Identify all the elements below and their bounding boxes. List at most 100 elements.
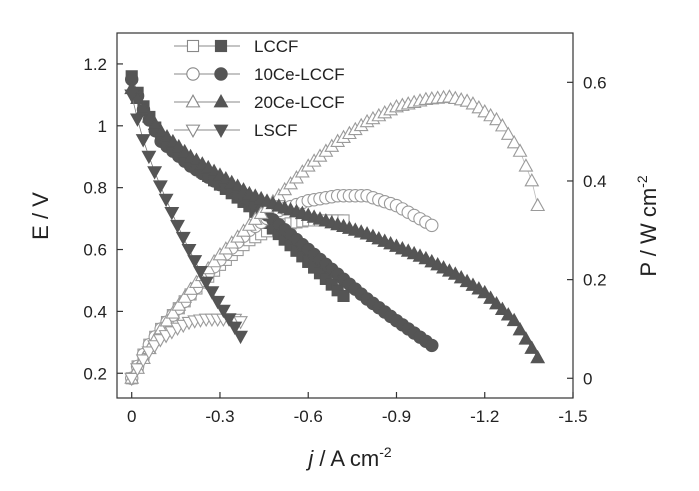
lscf-voltage-point xyxy=(141,150,157,165)
20ce-lccf-power-point xyxy=(500,126,516,140)
20ce-lccf-power-point xyxy=(530,197,546,212)
legend-open-marker xyxy=(185,94,201,108)
y-right-tick-label: 0 xyxy=(583,369,592,388)
y-right-axis-title-sup: -2 xyxy=(634,175,650,188)
lscf-voltage-point xyxy=(158,193,174,208)
20ce-lccf-power-point xyxy=(494,118,510,132)
lscf-voltage-point xyxy=(204,286,220,300)
x-axis-title-text: / A cm xyxy=(313,446,379,471)
legend-filled-marker xyxy=(214,39,228,53)
20ce-lccf-power-point xyxy=(183,281,198,295)
legend-open-marker xyxy=(185,124,201,138)
lscf-voltage-point xyxy=(198,276,214,290)
lscf-voltage-point xyxy=(233,330,248,345)
y-left-tick-label: 1 xyxy=(98,117,107,136)
legend-label: 20Ce-LCCF xyxy=(254,93,345,112)
x-axis-title-sup: -2 xyxy=(379,444,392,460)
y-right-tick-label: 0.2 xyxy=(583,271,607,290)
10ce-lccf-power-point xyxy=(425,218,439,233)
20ce-lccf-voltage-point xyxy=(141,109,157,123)
x-tick-label: 0 xyxy=(127,407,136,426)
series-lscf xyxy=(124,89,248,387)
lscf-voltage-point xyxy=(175,231,191,246)
y-right-tick-label: 0.4 xyxy=(583,172,607,191)
y-right-axis-title: P / W cm-2 xyxy=(634,175,661,276)
legend-open-marker xyxy=(186,67,200,81)
ticks: 0 -0.3 -0.6 -0.9 -1.2 -1.5 0.2 0.4 0.6 0.8 1 1.2 0 0.… xyxy=(83,55,606,426)
20ce-lccf-voltage-point xyxy=(524,340,540,354)
20ce-lccf-power-point xyxy=(506,134,522,149)
20ce-lccf-voltage-point xyxy=(477,284,493,299)
legend-label: LSCF xyxy=(254,121,297,140)
x-tick-label: -1.5 xyxy=(558,407,587,426)
20ce-lccf-voltage-point xyxy=(530,349,546,364)
20ce-lccf-voltage-point xyxy=(500,307,516,321)
20ce-lccf-power-point xyxy=(524,173,540,187)
plot-frame xyxy=(116,32,574,399)
y-left-tick-label: 0.2 xyxy=(83,364,107,383)
20ce-lccf-voltage-point xyxy=(147,116,163,130)
lscf-power-point xyxy=(147,340,163,354)
lscf-power-point xyxy=(124,372,140,387)
x-axis-title-italic: j xyxy=(305,446,314,471)
lscf-voltage-point xyxy=(152,180,168,194)
x-tick-label: -0.6 xyxy=(294,407,323,426)
lscf-voltage-point xyxy=(227,321,243,336)
20ce-lccf-power-point xyxy=(177,289,193,303)
y-left-tick-label: 0.8 xyxy=(83,179,107,198)
x-tick-label: -1.2 xyxy=(470,407,499,426)
lscf-voltage-point xyxy=(187,255,203,269)
legend-item-lscf: LSCF xyxy=(174,121,297,140)
y-right-axis-title-text: P / W cm xyxy=(636,188,661,277)
lscf-voltage-point xyxy=(124,89,140,103)
20ce-lccf-power-point xyxy=(489,111,504,126)
legend-item-10ce-lccf: 10Ce-LCCF xyxy=(174,65,345,84)
legend-item-20ce-lccf: 20Ce-LCCF xyxy=(174,93,345,112)
20ce-lccf-power-point xyxy=(165,305,181,319)
y-left-tick-label: 1.2 xyxy=(83,55,107,74)
10ce-lccf-voltage-point xyxy=(425,338,439,353)
lscf-voltage-point xyxy=(170,219,185,234)
lccf-voltage-point xyxy=(337,289,350,302)
lscf-voltage-point xyxy=(193,265,208,280)
20ce-lccf-power-point xyxy=(159,313,175,327)
legend-filled-marker xyxy=(213,124,229,138)
lscf-voltage-point xyxy=(135,134,151,148)
x-tick-label: -0.3 xyxy=(205,407,234,426)
lscf-voltage-point xyxy=(210,295,226,310)
20ce-lccf-voltage-point xyxy=(489,296,504,310)
lscf-voltage-point xyxy=(181,243,197,258)
legend-item-lccf: LCCF xyxy=(174,37,298,56)
y-left-tick-label: 0.4 xyxy=(83,302,107,321)
lscf-power-point xyxy=(135,354,151,368)
series-layer xyxy=(124,70,546,387)
20ce-lccf-power-point xyxy=(188,274,204,289)
lscf-power-point xyxy=(130,363,145,377)
20ce-lccf-voltage-point xyxy=(512,321,528,336)
lscf-voltage-point xyxy=(164,206,180,221)
20ce-lccf-voltage-point xyxy=(483,290,499,304)
20ce-lccf-voltage-point xyxy=(494,301,510,315)
20ce-lccf-power-point xyxy=(518,158,534,172)
lscf-voltage-point xyxy=(147,166,163,180)
lscf-voltage-point xyxy=(130,113,145,127)
lscf-voltage-point xyxy=(221,313,237,327)
legend-label: 10Ce-LCCF xyxy=(254,65,345,84)
y-left-tick-label: 0.6 xyxy=(83,241,107,260)
y-right-tick-label: 0.6 xyxy=(583,73,607,92)
20ce-lccf-power-point xyxy=(206,253,222,268)
legend-label: LCCF xyxy=(254,37,298,56)
x-tick-label: -0.9 xyxy=(382,407,411,426)
20ce-lccf-voltage-point xyxy=(518,331,534,345)
y-left-axis-title: E / V xyxy=(28,192,53,240)
x-axis-title: j / A cm-2 xyxy=(305,444,392,471)
20ce-lccf-power-point xyxy=(512,143,528,157)
20ce-lccf-voltage-point xyxy=(506,312,522,327)
legend-open-marker xyxy=(186,39,200,53)
lscf-power-point xyxy=(141,346,157,360)
20ce-lccf-power-point xyxy=(171,297,187,311)
legend: LCCF 10Ce-LCCF 20Ce-LCCF LSCF xyxy=(174,37,345,140)
20ce-lccf-voltage-point xyxy=(136,100,151,114)
lscf-voltage-point xyxy=(215,304,231,319)
